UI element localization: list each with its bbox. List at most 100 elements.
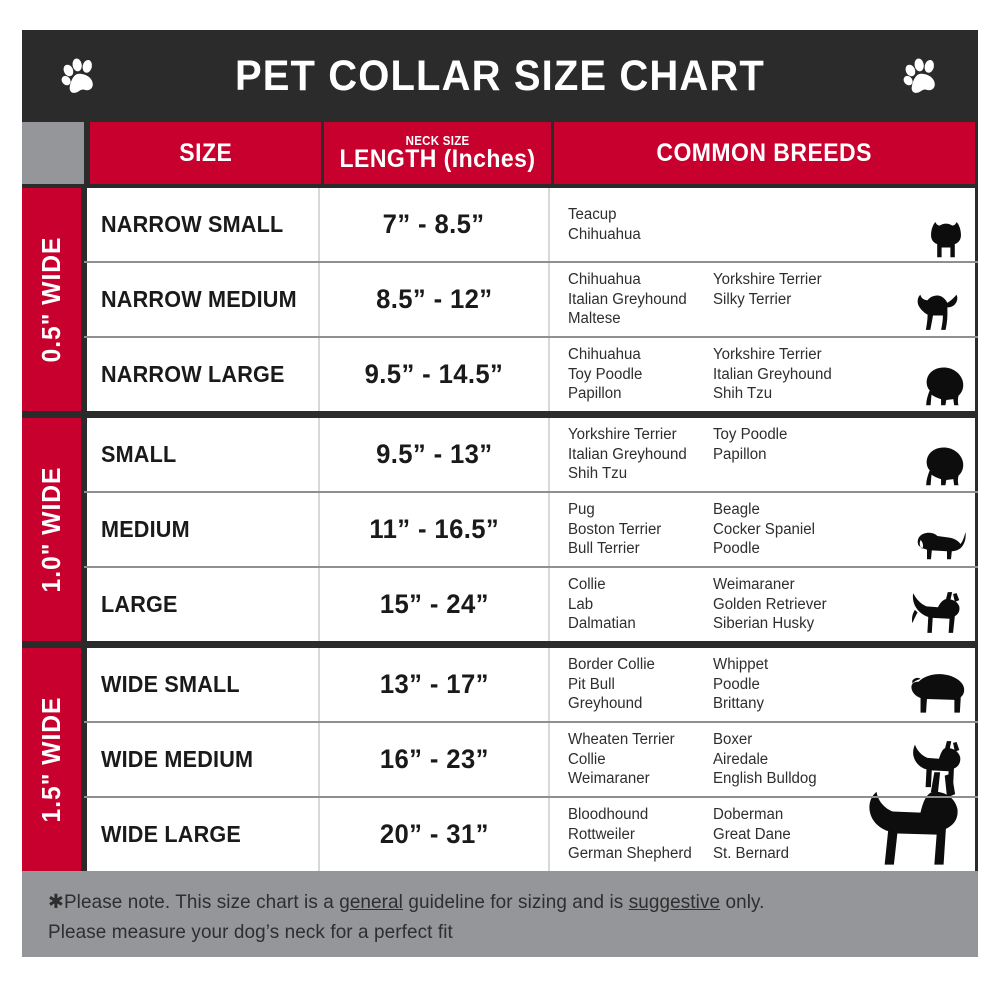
- length-value: 9.5” - 13”: [375, 439, 493, 469]
- cell-breeds: Bloodhound Rottweiler German Shepherd Dober…: [548, 772, 978, 871]
- breed-name: Yorkshire Terrier: [568, 425, 677, 443]
- breed-name: Boston Terrier: [568, 520, 662, 538]
- breed-name: Chihuahua: [568, 345, 641, 363]
- breed-column-2: Yorkshire Terrier Italian Greyhound Shih T…: [713, 345, 868, 404]
- breed-column-1: Border Collie Pit Bull Greyhound: [568, 655, 709, 714]
- chart-title-bar: PET COLLAR SIZE CHART: [22, 30, 978, 122]
- group-label-text: 1.0" WIDE: [36, 466, 67, 593]
- breed-name: Toy Poodle: [713, 425, 788, 443]
- row-separator: [84, 261, 978, 263]
- breeds-columns: Yorkshire Terrier Italian Greyhound Shih T…: [550, 425, 975, 484]
- size-label: NARROW MEDIUM: [101, 286, 297, 312]
- footer-line-2: Please measure your dog’s neck for a per…: [48, 920, 453, 943]
- row-separator: [84, 566, 978, 568]
- table-row[interactable]: MEDIUM 11” - 16.5” Pug Boston Terrier Bull T…: [22, 493, 978, 566]
- table-row[interactable]: SMALL 9.5” - 13” Yorkshire Terrier Italian …: [22, 418, 978, 491]
- breed-name: Brittany: [713, 695, 764, 713]
- size-group: 1.0" WIDE SMALL 9.5” - 13” Yorkshire Terrie…: [22, 418, 978, 641]
- breed-name: Airedale: [713, 750, 769, 768]
- breed-name: Beagle: [713, 500, 760, 518]
- breed-column-2: Doberman Great Dane St. Bernard: [713, 805, 868, 864]
- breeds-columns: Pug Boston Terrier Bull Terrier Beagle Cocke…: [550, 500, 975, 559]
- cell-breeds: Wheaten Terrier Collie Weimaraner Boxer Aire…: [548, 723, 978, 796]
- table-row[interactable]: NARROW LARGE 9.5” - 14.5” Chihuahua Toy Poo…: [22, 338, 978, 411]
- row-separator: [84, 336, 978, 338]
- breed-name: Bloodhound: [568, 805, 649, 823]
- size-label: WIDE MEDIUM: [101, 746, 254, 772]
- paw-print-icon: [56, 53, 102, 99]
- group-label-0: 0.5" WIDE: [22, 188, 84, 411]
- size-label: MEDIUM: [101, 516, 190, 542]
- breed-column-1: Chihuahua Toy Poodle Papillon: [568, 345, 709, 404]
- cell-length: 9.5” - 14.5”: [318, 338, 548, 411]
- cell-length: 16” - 23”: [318, 723, 548, 796]
- breed-name: Boxer: [713, 730, 753, 748]
- footer-underline-suggestive: suggestive: [628, 891, 721, 913]
- table-row[interactable]: NARROW SMALL 7” - 8.5” Teacup Chihuahua: [22, 188, 978, 261]
- table-row[interactable]: WIDE SMALL 13” - 17” Border Collie Pit Bull…: [22, 648, 978, 721]
- breed-name: Pit Bull: [568, 675, 615, 693]
- cell-size: WIDE MEDIUM: [84, 723, 318, 796]
- breed-name: Yorkshire Terrier: [713, 270, 822, 288]
- breed-name: Greyhound: [568, 695, 643, 713]
- breed-name: St. Bernard: [713, 845, 790, 863]
- breed-name: Collie: [568, 575, 606, 593]
- header-label-length: NECK SIZE LENGTH (Inches): [339, 134, 536, 173]
- cell-length: 15” - 24”: [318, 568, 548, 641]
- footer-line-1: ✱Please note. This size chart is a gener…: [48, 888, 927, 918]
- header-corner-cell: [22, 122, 87, 184]
- page-title: PET COLLAR SIZE CHART: [235, 51, 765, 100]
- length-value: 20” - 31”: [379, 819, 489, 849]
- size-label: WIDE SMALL: [101, 671, 240, 697]
- table-row[interactable]: WIDE MEDIUM 16” - 23” Wheaten Terrier Colli…: [22, 723, 978, 796]
- size-group: 1.5" WIDE WIDE SMALL 13” - 17” Border Colli…: [22, 648, 978, 871]
- breed-column-2: Yorkshire Terrier Silky Terrier: [713, 270, 868, 329]
- breed-name: Chihuahua: [568, 270, 641, 288]
- header-cell-length: NECK SIZE LENGTH (Inches): [321, 122, 551, 184]
- cell-size: MEDIUM: [84, 493, 318, 566]
- table-row[interactable]: NARROW MEDIUM 8.5” - 12” Chihuahua Italian …: [22, 263, 978, 336]
- group-separator: [22, 641, 978, 648]
- breed-name: Doberman: [713, 805, 784, 823]
- breed-name: Whippet: [713, 655, 769, 673]
- breed-name: Shih Tzu: [568, 465, 628, 483]
- paw-print-icon: [898, 53, 944, 99]
- breed-name: German Shepherd: [568, 845, 692, 863]
- footer-text-part2: guideline for sizing and is: [402, 891, 629, 913]
- cell-breeds: Chihuahua Toy Poodle Papillon Yorkshire Ter…: [548, 338, 978, 411]
- length-value: 13” - 17”: [379, 669, 489, 699]
- breeds-columns: Border Collie Pit Bull Greyhound Whippet Poo…: [550, 655, 975, 714]
- breed-name: Teacup: [568, 205, 617, 223]
- group-label-2: 1.5" WIDE: [22, 648, 84, 871]
- cell-breeds: Border Collie Pit Bull Greyhound Whippet Poo…: [548, 648, 978, 721]
- breed-column-2: Whippet Poodle Brittany: [713, 655, 868, 714]
- size-label: NARROW SMALL: [101, 211, 284, 237]
- table-body: 0.5" WIDE NARROW SMALL 7” - 8.5” Teacup Chih…: [22, 188, 978, 871]
- breeds-columns: Bloodhound Rottweiler German Shepherd Dober…: [550, 805, 975, 864]
- breed-name: Pug: [568, 500, 595, 518]
- size-label: NARROW LARGE: [101, 361, 285, 387]
- group-separator: [22, 411, 978, 418]
- cell-size: WIDE SMALL: [84, 648, 318, 721]
- breed-column-2: Boxer Airedale English Bulldog: [713, 730, 868, 789]
- breeds-columns: Collie Lab Dalmatian Weimaraner Golden Retri…: [550, 575, 975, 634]
- breed-column-2: Beagle Cocker Spaniel Poodle: [713, 500, 868, 559]
- group-label-1: 1.0" WIDE: [22, 418, 84, 641]
- footer-note: ✱Please note. This size chart is a gener…: [22, 871, 978, 957]
- table-row[interactable]: LARGE 15” - 24” Collie Lab Dalmatian Weimaran…: [22, 568, 978, 641]
- breed-column-2: [713, 205, 868, 245]
- breed-column-1: Collie Lab Dalmatian: [568, 575, 709, 634]
- cell-length: 20” - 31”: [318, 798, 548, 871]
- cell-breeds: Yorkshire Terrier Italian Greyhound Shih T…: [548, 418, 978, 491]
- breed-name: Lab: [568, 595, 594, 613]
- header-cell-breeds: COMMON BREEDS: [551, 122, 978, 184]
- length-value: 11” - 16.5”: [369, 514, 499, 544]
- breed-name: Great Dane: [713, 825, 791, 843]
- table-row[interactable]: WIDE LARGE 20” - 31” Bloodhound Rottweiler G…: [22, 772, 978, 871]
- breed-column-1: Pug Boston Terrier Bull Terrier: [568, 500, 709, 559]
- footer-text-part1: ✱Please note. This size chart is a: [48, 891, 340, 913]
- breed-name: English Bulldog: [713, 770, 817, 788]
- breeds-columns: Chihuahua Toy Poodle Papillon Yorkshire Ter…: [550, 345, 975, 404]
- breed-name: Poodle: [713, 675, 760, 693]
- header-label-length-main: LENGTH (Inches): [339, 144, 536, 173]
